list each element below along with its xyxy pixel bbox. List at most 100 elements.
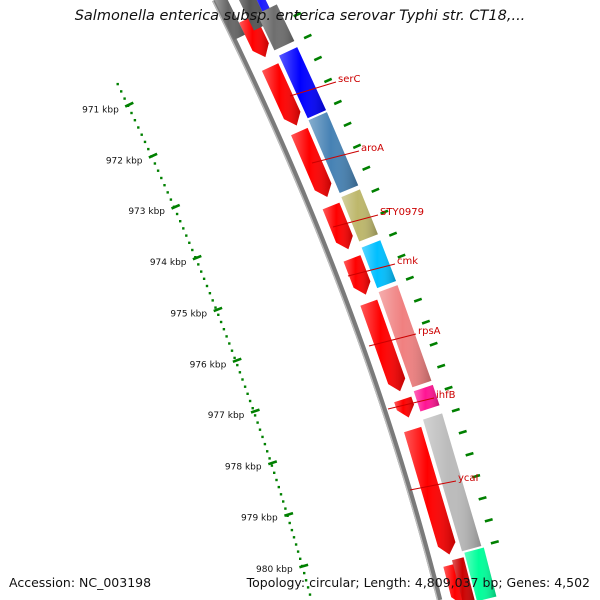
ruler-label: 972 kbp xyxy=(106,157,143,167)
ruler-dot xyxy=(230,349,234,352)
gene-label: cmk xyxy=(397,256,418,267)
cds-arrow xyxy=(360,299,406,392)
ruler-label: 977 kbp xyxy=(208,411,245,421)
ruler-dot xyxy=(160,176,163,180)
gene-bar xyxy=(464,547,497,600)
ruler-dot xyxy=(251,407,254,410)
ruler-dot xyxy=(222,328,226,331)
ruler-dot xyxy=(236,363,239,367)
ruler-label: 971 kbp xyxy=(82,106,119,116)
ruler-dot xyxy=(137,126,140,129)
ruler-dot xyxy=(290,528,294,532)
outer-tick xyxy=(436,363,446,369)
ruler-dot xyxy=(200,270,203,273)
gene-bar xyxy=(378,285,432,388)
ruler-dot xyxy=(163,184,166,187)
gene-bar xyxy=(341,189,378,242)
ruler-dot xyxy=(294,543,298,546)
ruler-label: 976 kbp xyxy=(190,360,227,370)
ruler-tick xyxy=(124,101,134,108)
ruler-dot xyxy=(169,198,173,201)
ruler-dot xyxy=(256,421,259,424)
gene-label: rpsA xyxy=(418,326,441,337)
ruler-dot xyxy=(270,464,274,467)
cds-arrow xyxy=(239,14,269,58)
ruler-dot xyxy=(246,392,249,395)
ruler-tick xyxy=(267,460,278,466)
gene-bar xyxy=(423,413,482,552)
gene-bar xyxy=(279,47,326,119)
ruler-dot xyxy=(188,241,191,244)
outer-tick xyxy=(343,121,352,128)
ruler-dot xyxy=(147,147,150,151)
outer-tick xyxy=(362,165,371,171)
gene-label: ihfB xyxy=(436,390,456,401)
ruler-label: 974 kbp xyxy=(150,258,187,268)
ruler-dot xyxy=(133,119,137,122)
outer-tick xyxy=(293,11,302,18)
ruler-dot xyxy=(263,442,267,446)
ruler-dot xyxy=(248,399,252,403)
gene-label-leader xyxy=(409,480,457,491)
ruler-dot xyxy=(275,478,278,482)
outer-tick xyxy=(397,253,406,259)
ruler-dot xyxy=(258,428,262,431)
outer-tick xyxy=(429,341,438,347)
ruler-dot xyxy=(166,191,169,194)
outer-tick xyxy=(421,319,431,325)
outer-tick xyxy=(323,77,333,84)
gene-bar xyxy=(452,557,475,600)
gene-bar xyxy=(413,384,440,412)
ruler-tick xyxy=(213,306,223,313)
ruler-dot xyxy=(202,277,206,280)
ruler-dot xyxy=(123,97,126,100)
ruler: 971 kbp 972 kbp 973 kbp 974 kbp 975 kbp 976 k… xyxy=(82,82,312,596)
ruler-dot xyxy=(130,111,133,115)
ruler-dot xyxy=(116,82,119,86)
outer-tick xyxy=(490,540,500,545)
ruler-dot xyxy=(225,335,228,338)
ruler-dot xyxy=(308,593,312,596)
ruler-dot xyxy=(268,457,271,460)
outer-tick xyxy=(413,297,423,303)
ruler-label: 973 kbp xyxy=(128,207,165,217)
gene-bar xyxy=(238,0,269,31)
ruler-dot xyxy=(175,212,179,216)
gene-label-leader xyxy=(368,333,417,347)
ruler-label: 975 kbp xyxy=(170,310,207,320)
gene-label-leader xyxy=(311,150,360,164)
outer-tick xyxy=(405,275,415,281)
cds-arrow xyxy=(262,63,301,126)
gene-label: aroA xyxy=(361,143,384,154)
cds-arrow xyxy=(343,255,371,295)
ruler-dot xyxy=(238,371,242,374)
ruler-dot xyxy=(296,550,300,553)
ruler-dot xyxy=(185,234,188,237)
outer-tick xyxy=(313,55,323,62)
ruler-dot xyxy=(304,579,308,582)
ruler-dot xyxy=(292,536,296,539)
ruler-dot xyxy=(217,313,220,316)
gene-label-leader xyxy=(387,397,435,410)
ruler-dot xyxy=(243,385,247,388)
backbone xyxy=(212,0,500,600)
gene-label: ycaI xyxy=(458,473,479,484)
ruler-dot xyxy=(156,169,160,172)
outer-tick xyxy=(333,99,343,106)
outer-tick xyxy=(380,209,389,215)
ruler-dot xyxy=(279,493,283,496)
ruler-dot xyxy=(208,292,212,295)
ruler-dot xyxy=(288,521,291,525)
ruler-dot xyxy=(261,435,264,439)
outer-tick xyxy=(458,429,467,435)
ruler-label: 978 kbp xyxy=(225,462,262,472)
ruler-dot xyxy=(253,414,257,417)
gene-bar xyxy=(257,4,295,51)
outer-tick xyxy=(484,517,493,523)
ruler-dot xyxy=(306,586,310,589)
ruler-tick xyxy=(170,203,181,210)
cds-arrow xyxy=(404,426,456,555)
gene-label-leader xyxy=(289,81,337,97)
ruler-dot xyxy=(303,571,306,575)
